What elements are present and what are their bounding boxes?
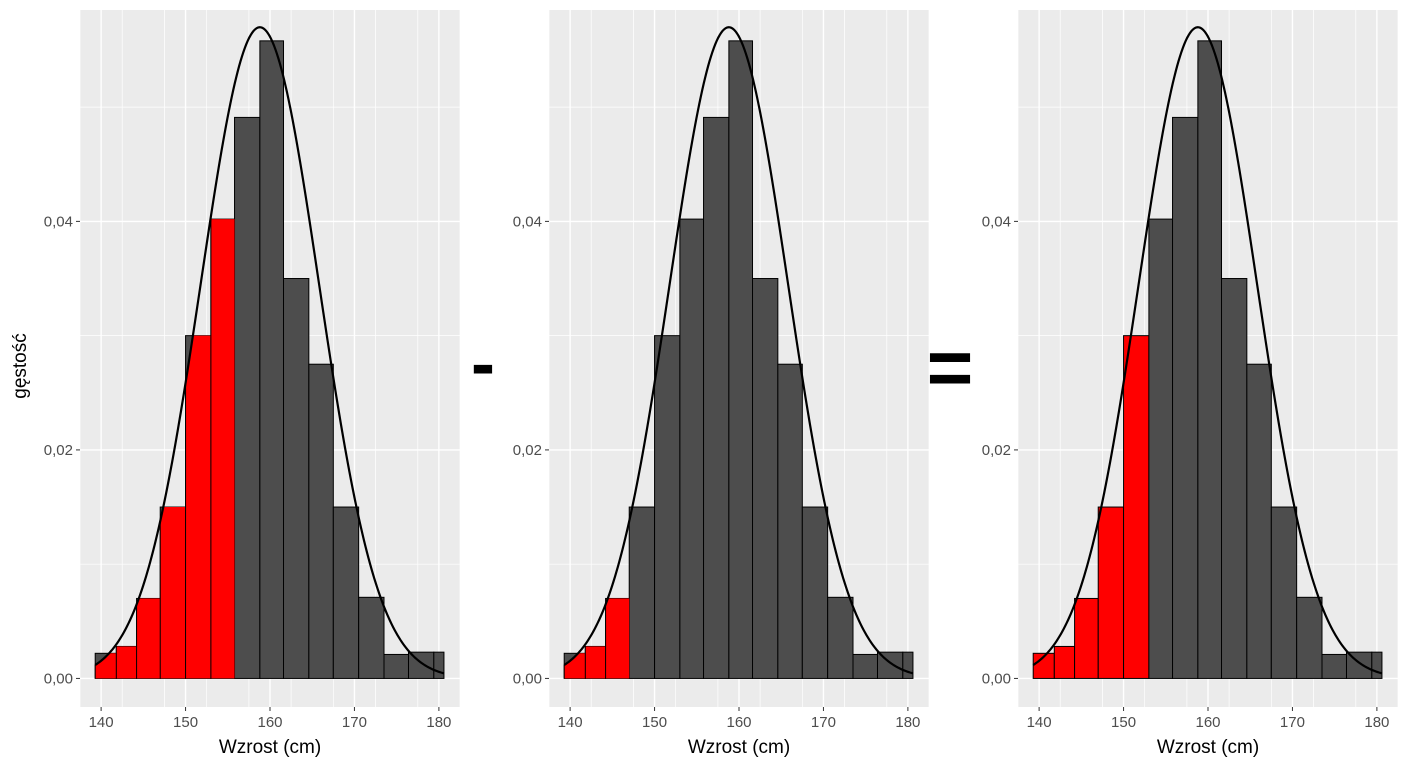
histogram-bar [358,596,385,679]
highlight-area [160,507,186,679]
x-tick-label: 150 [173,714,198,731]
x-axis-title: Wzrost (cm) [219,737,321,758]
x-tick-label: 160 [726,714,751,731]
histogram-bar [852,653,878,679]
highlight-area [605,598,630,679]
histogram-bar [234,116,261,679]
histogram-bar [383,653,409,679]
histogram-bar [654,335,681,679]
histogram-bar [283,278,310,679]
panel-right: 0,00 0,02 0,04 140 150 160 170 180 Wzrost (cm) [982,10,1399,758]
y-tick-label: 0,02 [513,442,542,459]
histogram-bar [752,278,779,679]
x-tick-label: 140 [558,714,583,731]
x-tick-label: 170 [811,714,836,731]
y-tick-label: 0,00 [44,670,73,687]
y-axis-title: gęstość [10,333,31,398]
panel-middle: 0,00 0,02 0,04 140 150 160 170 180 Wzrost (cm) [513,10,930,758]
histogram-bar [259,40,285,679]
density-curve [1032,26,1383,675]
x-tick-label: 150 [642,714,667,731]
y-tick-label: 0,04 [982,213,1011,230]
y-tick-label: 0,02 [982,442,1011,459]
x-tick-label: 170 [1280,714,1305,731]
x-tick-label: 150 [1111,714,1136,731]
histogram-bar [1148,218,1174,679]
histogram-bar [827,596,854,679]
histogram-bar [1172,116,1199,679]
histogram-bar [1371,651,1383,679]
histogram-bar [433,651,445,679]
histogram-bar [308,363,334,679]
y-tick-label: 0,02 [44,442,73,459]
panel-left: 0,00 0,02 0,04 140 150 160 170 180 Wzrost (cm) [44,10,461,758]
x-tick-label: 160 [257,714,282,731]
highlight-area [210,219,235,679]
histogram-bar [1221,278,1248,679]
histogram-bar-highlighted [1123,335,1150,679]
highlight-area [136,598,161,679]
highlight-area [585,646,606,679]
histogram-bar [628,506,656,679]
x-tick-label: 180 [426,714,451,731]
density-curve [94,26,445,675]
histogram-bar [1270,506,1298,679]
x-axis-title: Wzrost (cm) [688,737,790,758]
highlight-area [564,653,586,679]
highlight-area [116,646,137,679]
x-tick-label: 160 [1195,714,1220,731]
highlight-area [185,335,211,679]
x-tick-label: 140 [1027,714,1052,731]
histogram-bar [1296,596,1323,679]
equals-sign: = [927,323,974,412]
x-tick-label: 180 [1364,714,1389,731]
histogram-bar-highlighted [1097,506,1125,679]
histogram-bar [332,506,360,679]
histogram-bar-highlighted [1074,597,1099,679]
histogram-bar [902,651,914,679]
x-tick-label: 170 [342,714,367,731]
histogram-bar [1246,363,1272,679]
x-tick-label: 140 [89,714,114,731]
highlight-area [95,653,117,679]
histogram-bar [1197,40,1223,679]
x-axis-title: Wzrost (cm) [1157,737,1259,758]
histogram-bar [728,40,754,679]
histogram-bar-highlighted [1053,645,1076,679]
density-curve [563,26,914,675]
y-tick-label: 0,00 [513,670,542,687]
histogram-bar [679,218,705,679]
x-tick-label: 180 [895,714,920,731]
histogram-bar [777,363,803,679]
histogram-bar [703,116,730,679]
histogram-bar [801,506,829,679]
y-tick-label: 0,04 [44,213,73,230]
y-tick-label: 0,04 [513,213,542,230]
minus-sign: - [471,324,495,404]
histogram-bar [1321,653,1347,679]
y-tick-label: 0,00 [982,670,1011,687]
